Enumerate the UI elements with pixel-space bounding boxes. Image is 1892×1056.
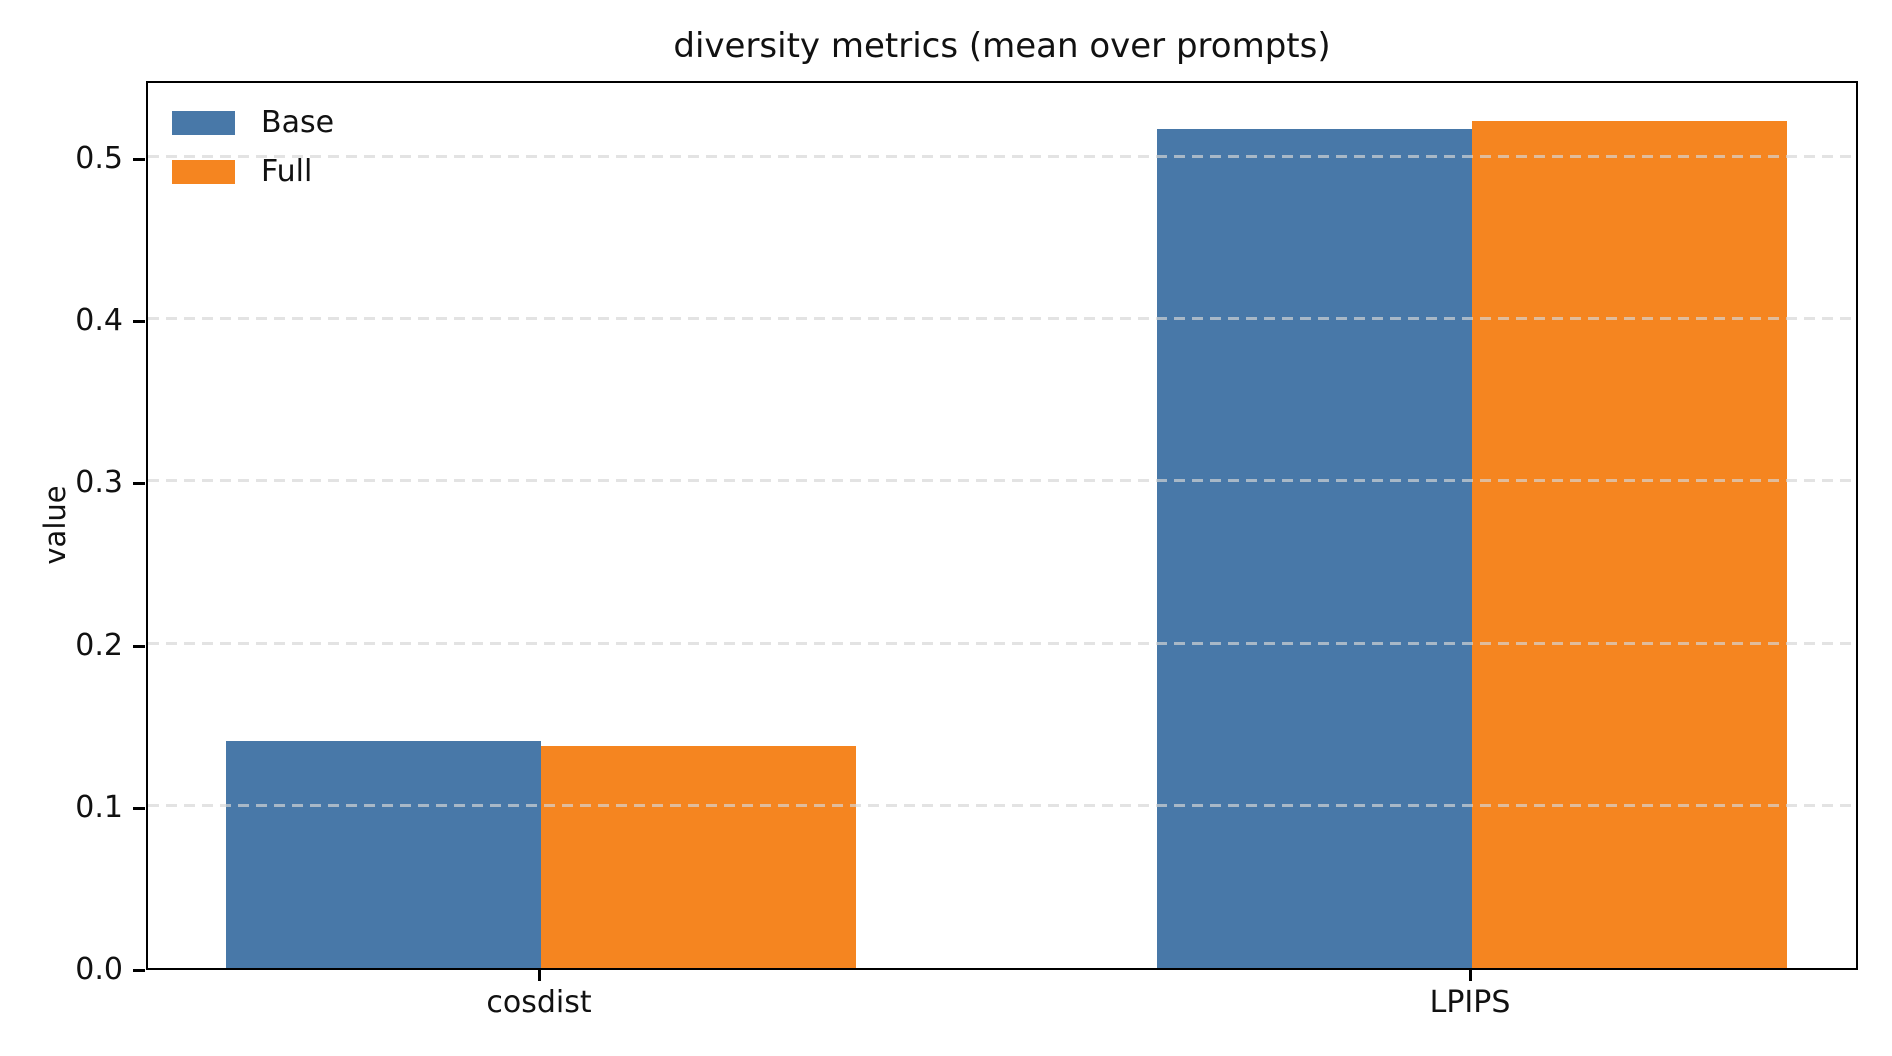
- gridline-0.4: [148, 317, 1856, 320]
- y-tick-mark-0.4: [133, 320, 145, 323]
- bar-full-cosdist: [541, 746, 856, 968]
- chart-title: diversity metrics (mean over prompts): [673, 26, 1331, 66]
- y-tick-mark-0.5: [133, 158, 145, 161]
- y-tick-mark-0.3: [133, 482, 145, 485]
- y-tick-label-0.1: 0.1: [75, 790, 123, 825]
- legend-label-base: Base: [261, 105, 335, 140]
- legend-label-full: Full: [261, 154, 313, 189]
- gridline-0.1: [148, 804, 1856, 807]
- bar-base-cosdist: [226, 741, 541, 968]
- bar-base-lpips: [1157, 129, 1472, 968]
- y-tick-label-0.2: 0.2: [75, 628, 123, 663]
- y-tick-label-0: 0.0: [75, 952, 123, 987]
- plot-area: [146, 81, 1858, 970]
- gridline-0.5: [148, 155, 1856, 158]
- legend-swatch-full: [172, 160, 235, 184]
- y-tick-mark-0: [133, 969, 145, 972]
- gridline-0.2: [148, 642, 1856, 645]
- y-tick-label-0.4: 0.4: [75, 303, 123, 338]
- x-tick-label-lpips: LPIPS: [1429, 985, 1511, 1020]
- bar-full-lpips: [1472, 121, 1787, 968]
- gridline-0.3: [148, 479, 1856, 482]
- y-tick-label-0.3: 0.3: [75, 465, 123, 500]
- x-tick-mark-cosdist: [538, 970, 541, 981]
- legend-item-full: Full: [172, 156, 334, 188]
- x-tick-label-cosdist: cosdist: [486, 985, 592, 1020]
- y-tick-label-0.5: 0.5: [75, 141, 123, 176]
- x-tick-mark-lpips: [1469, 970, 1472, 981]
- y-tick-mark-0.1: [133, 807, 145, 810]
- legend-swatch-base: [172, 111, 235, 135]
- y-tick-mark-0.2: [133, 645, 145, 648]
- legend: Base Full: [172, 107, 334, 188]
- legend-item-base: Base: [172, 107, 334, 139]
